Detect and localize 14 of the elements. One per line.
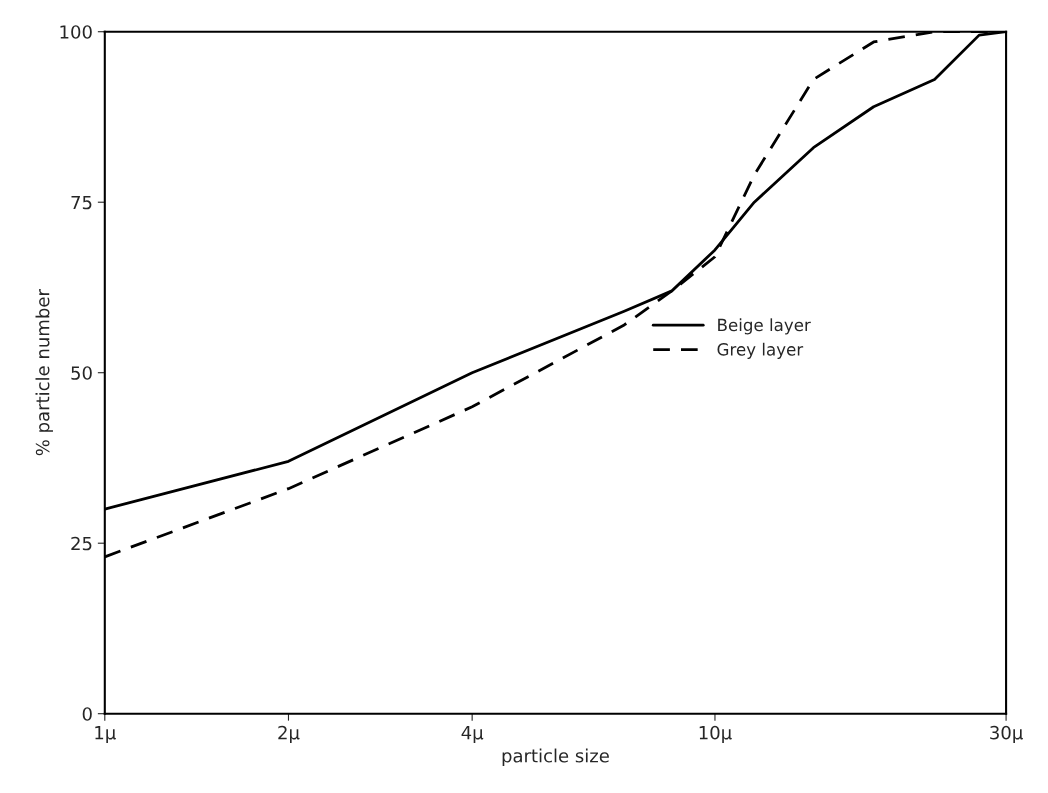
y-axis-title: % particle number — [35, 289, 53, 456]
legend-label: Beige layer — [718, 318, 811, 335]
y-tick-label: 50 — [71, 366, 92, 380]
x-tick-label: 4μ — [461, 726, 484, 743]
x-axis-title: particle size — [502, 748, 609, 767]
y-tick-label: 100 — [60, 25, 92, 39]
y-tick-label: 75 — [71, 195, 92, 210]
x-tick-label: 1μ — [95, 726, 116, 743]
x-tick-label: 30μ — [990, 725, 1023, 743]
x-tick-label: 10μ — [699, 725, 732, 743]
x-tick-label: 2μ — [278, 725, 300, 743]
y-tick-label: 0 — [82, 707, 92, 721]
legend-label: Grey layer — [717, 342, 804, 359]
y-tick-label: 25 — [71, 536, 92, 551]
